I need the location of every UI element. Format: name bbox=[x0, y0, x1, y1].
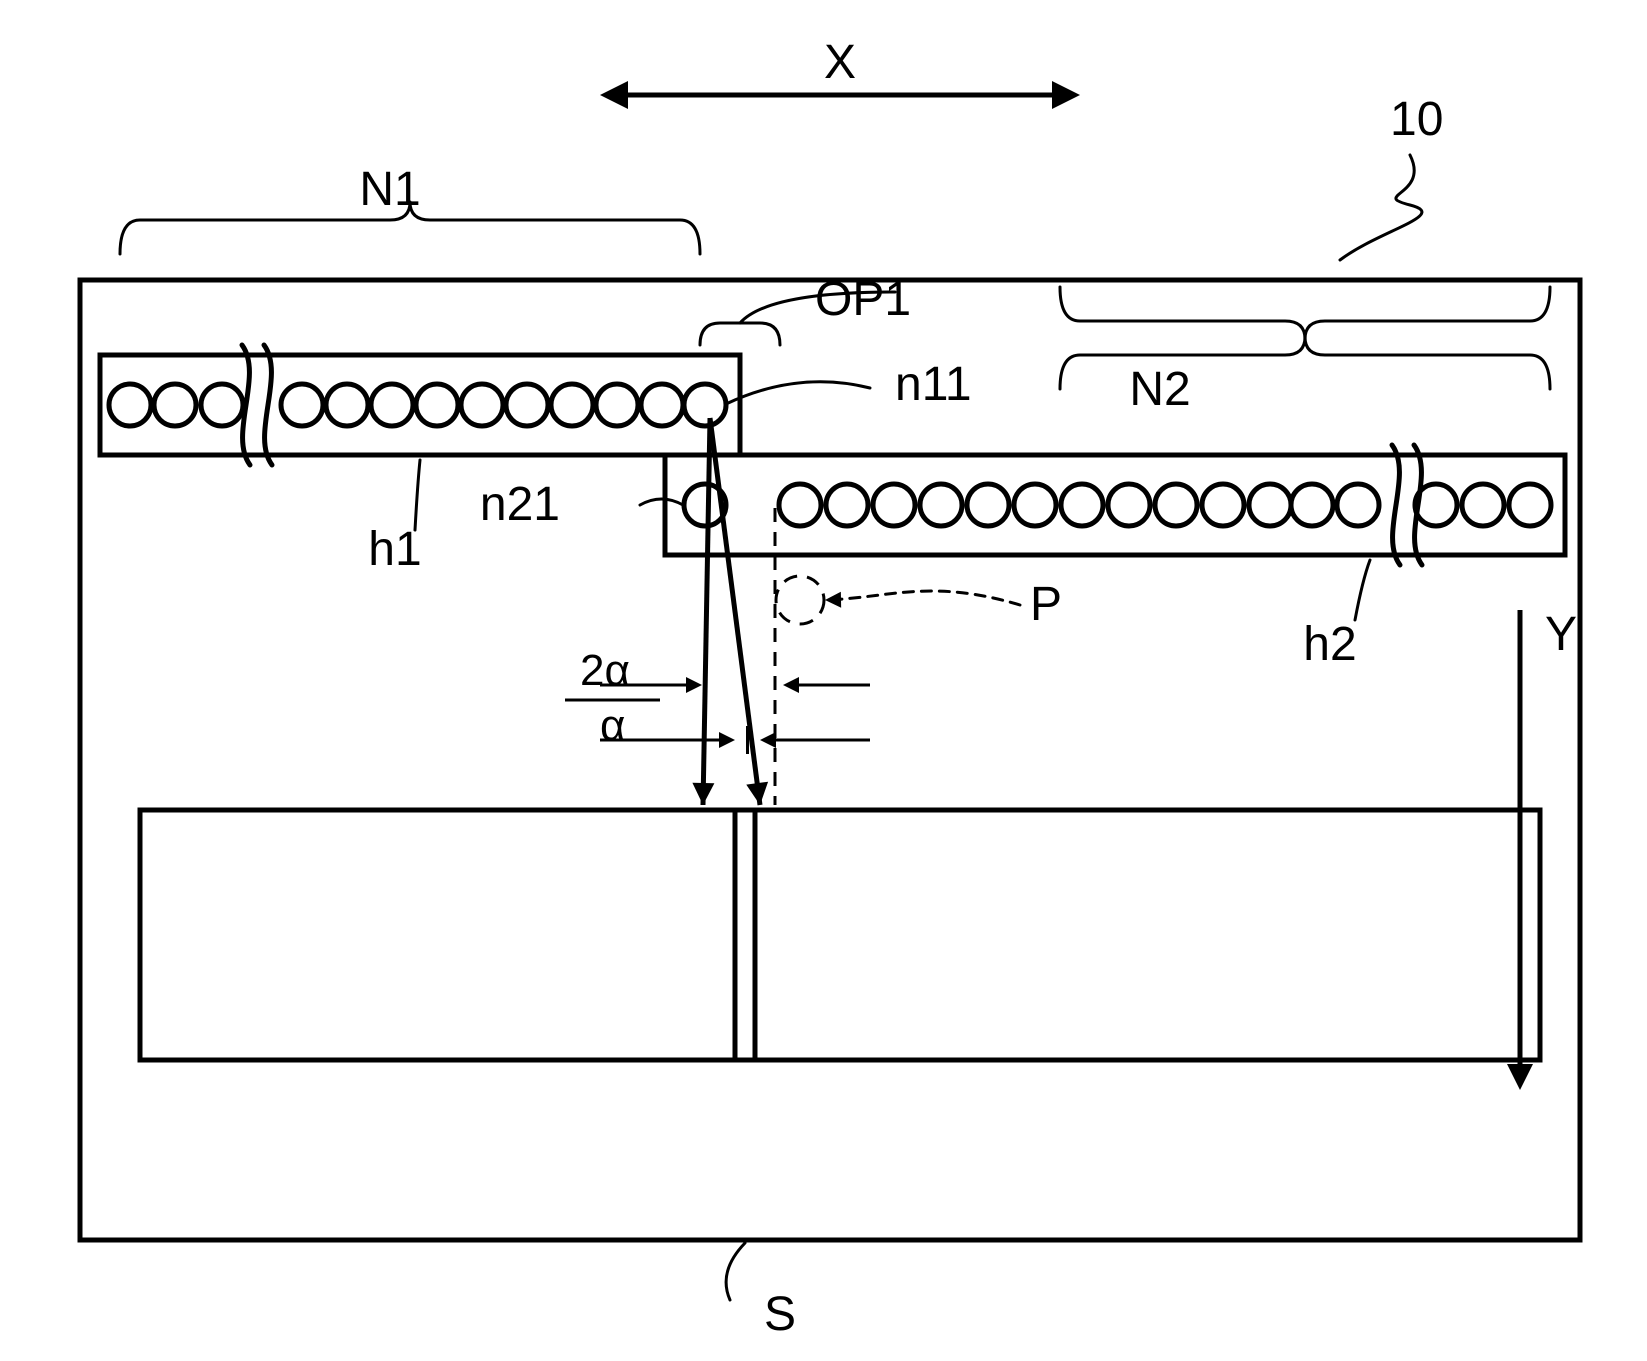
two-alpha-label: 2α bbox=[580, 646, 630, 695]
n1-label: N1 bbox=[359, 163, 420, 216]
h2-bar-label: h2 bbox=[1303, 618, 1356, 671]
op1-label: OP1 bbox=[815, 273, 911, 326]
p-circle bbox=[776, 576, 824, 624]
p-label: P bbox=[1030, 578, 1062, 631]
x-axis-label: X bbox=[824, 36, 856, 89]
alpha-label: α bbox=[600, 701, 625, 750]
h1-bar-label: h1 bbox=[368, 523, 421, 576]
n11-label: n11 bbox=[895, 358, 972, 411]
y-axis-label: Y bbox=[1545, 608, 1577, 661]
s-label: S bbox=[764, 1288, 796, 1341]
n2-label: N2 bbox=[1129, 363, 1190, 416]
print-region bbox=[140, 810, 1540, 1060]
h2-bar bbox=[665, 455, 1565, 555]
ref-10: 10 bbox=[1390, 93, 1443, 146]
n21-label: n21 bbox=[480, 478, 560, 531]
